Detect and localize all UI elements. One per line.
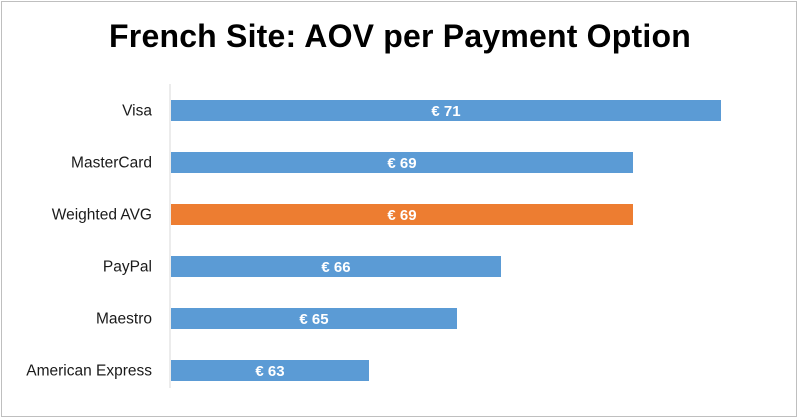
chart-title: French Site: AOV per Payment Option <box>109 18 691 54</box>
data-label-maestro: € 65 <box>299 311 328 328</box>
category-label-american-express: American Express <box>26 363 152 380</box>
category-label-maestro: Maestro <box>96 311 152 328</box>
bar-maestro <box>171 308 457 329</box>
bar-paypal <box>171 256 501 277</box>
category-label-paypal: PayPal <box>103 259 152 276</box>
category-label-visa: Visa <box>122 103 152 120</box>
bar-weighted-avg <box>171 204 633 225</box>
bar-mastercard <box>171 152 633 173</box>
category-label-weighted-avg: Weighted AVG <box>52 207 152 224</box>
data-label-mastercard: € 69 <box>387 155 416 172</box>
data-label-weighted-avg: € 69 <box>387 207 416 224</box>
bars-group: Visa € 71 MasterCard € 69 Weighted AVG € 69 Pa… <box>26 100 721 381</box>
data-label-visa: € 71 <box>431 103 460 120</box>
data-label-american-express: € 63 <box>255 363 284 380</box>
bar-visa <box>171 100 721 121</box>
data-label-paypal: € 66 <box>321 259 350 276</box>
bar-american-express <box>171 360 369 381</box>
category-label-mastercard: MasterCard <box>71 155 152 172</box>
